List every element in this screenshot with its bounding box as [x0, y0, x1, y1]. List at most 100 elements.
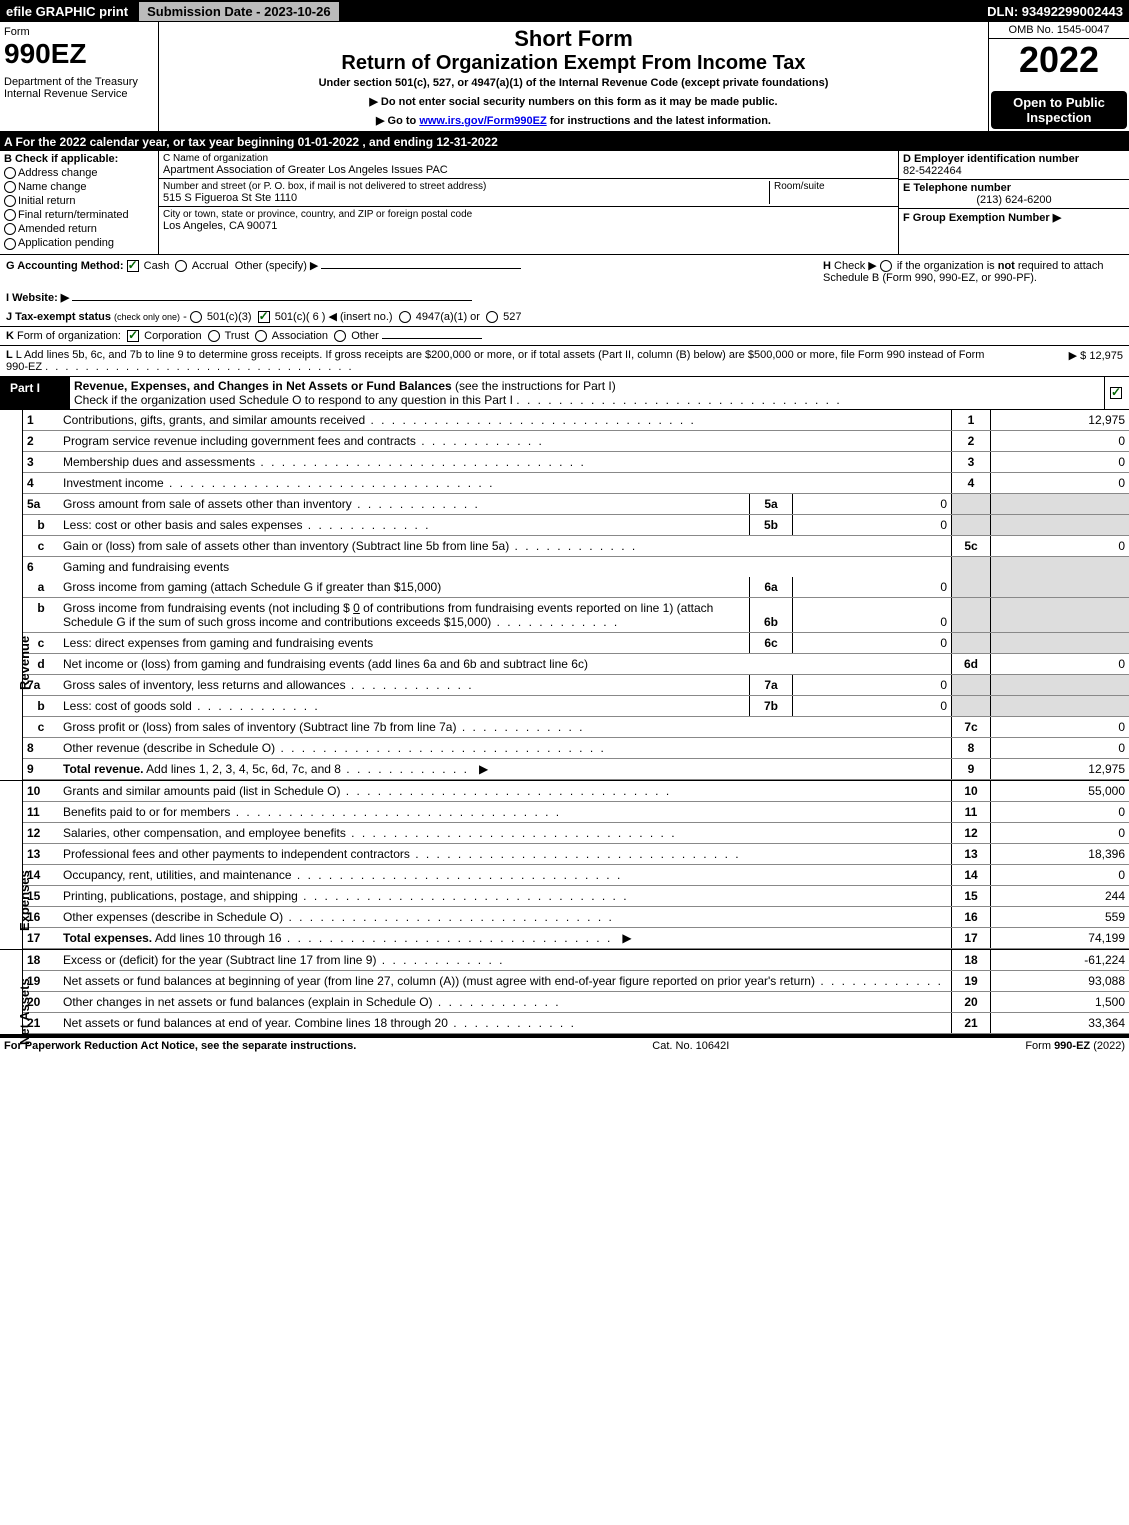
row-a-calendar-year: A For the 2022 calendar year, or tax yea… — [0, 133, 1129, 151]
website-input[interactable] — [72, 300, 472, 301]
chk-cash[interactable] — [127, 260, 139, 272]
grp-row: F Group Exemption Number ▶ — [899, 209, 1129, 226]
line-21: 21 Net assets or fund balances at end of… — [23, 1012, 1129, 1033]
open-public: Open to Public Inspection — [991, 91, 1127, 129]
city-val: Los Angeles, CA 90071 — [163, 220, 894, 232]
chk-h[interactable] — [880, 260, 892, 272]
room-suite: Room/suite — [769, 181, 894, 204]
ein-lbl: D Employer identification number — [903, 153, 1125, 165]
chk-amended-return[interactable]: Amended return — [4, 223, 154, 235]
row-b-header: B Check if applicable: — [4, 153, 154, 165]
ein-val: 82-5422464 — [903, 165, 1125, 177]
row-j: J Tax-exempt status (check only one) - 5… — [0, 307, 1129, 327]
line-7b: b Less: cost of goods sold 7b 0 — [23, 695, 1129, 716]
netassets-section: Net Assets 18 Excess or (deficit) for th… — [0, 950, 1129, 1036]
revenue-table: 1 Contributions, gifts, grants, and simi… — [23, 410, 1129, 780]
netassets-table: 18 Excess or (deficit) for the year (Sub… — [23, 950, 1129, 1034]
line-1: 1 Contributions, gifts, grants, and simi… — [23, 410, 1129, 431]
footer-right: Form 990-EZ (2022) — [1025, 1040, 1125, 1052]
expenses-label: Expenses — [17, 870, 32, 931]
line-6d: d Net income or (loss) from gaming and f… — [23, 653, 1129, 674]
chk-initial-return[interactable]: Initial return — [4, 195, 154, 207]
addr-lbl: Number and street (or P. O. box, if mail… — [163, 181, 769, 192]
chk-527[interactable] — [486, 311, 498, 323]
chk-trust[interactable] — [208, 330, 220, 342]
chk-application-pending[interactable]: Application pending — [4, 237, 154, 249]
grp-lbl: F Group Exemption Number ▶ — [903, 212, 1061, 224]
line-14: 14 Occupancy, rent, utilities, and maint… — [23, 864, 1129, 885]
row-l-val: ▶ $ 12,975 — [1003, 349, 1123, 373]
other-org-input[interactable] — [382, 338, 482, 339]
g-lbl: G Accounting Method: — [6, 260, 124, 272]
chk-assoc[interactable] — [255, 330, 267, 342]
part-i-header: Part I Revenue, Expenses, and Changes in… — [0, 377, 1129, 410]
chk-4947[interactable] — [399, 311, 411, 323]
line-5b: b Less: cost or other basis and sales ex… — [23, 514, 1129, 535]
addr-row: Number and street (or P. O. box, if mail… — [159, 179, 898, 207]
line-16: 16 Other expenses (describe in Schedule … — [23, 906, 1129, 927]
section-bcdef: B Check if applicable: Address change Na… — [0, 151, 1129, 255]
expenses-section: Expenses 10 Grants and similar amounts p… — [0, 781, 1129, 950]
line-17: 17 Total expenses. Add lines 10 through … — [23, 927, 1129, 948]
header-mid: Short Form Return of Organization Exempt… — [159, 22, 988, 131]
instr2-post: for instructions and the latest informat… — [547, 115, 771, 127]
tel-row: E Telephone number (213) 624-6200 — [899, 180, 1129, 209]
line-20: 20 Other changes in net assets or fund b… — [23, 991, 1129, 1012]
instr2-pre: ▶ Go to — [376, 115, 419, 127]
subtitle: Under section 501(c), 527, or 4947(a)(1)… — [165, 77, 982, 89]
line-18: 18 Excess or (deficit) for the year (Sub… — [23, 950, 1129, 971]
footer: For Paperwork Reduction Act Notice, see … — [0, 1036, 1129, 1054]
irs-link[interactable]: www.irs.gov/Form990EZ — [419, 115, 546, 127]
chk-501c3[interactable] — [190, 311, 202, 323]
line-13: 13 Professional fees and other payments … — [23, 843, 1129, 864]
footer-left: For Paperwork Reduction Act Notice, see … — [4, 1040, 356, 1052]
omb-number: OMB No. 1545-0047 — [989, 22, 1129, 39]
efile-label[interactable]: efile GRAPHIC print — [0, 4, 134, 19]
chk-accrual[interactable] — [175, 260, 187, 272]
netassets-label: Net Assets — [17, 978, 32, 1045]
other-specify-input[interactable] — [321, 268, 521, 269]
instr-ssn: ▶ Do not enter social security numbers o… — [165, 95, 982, 108]
line-12: 12 Salaries, other compensation, and emp… — [23, 822, 1129, 843]
line-8: 8 Other revenue (describe in Schedule O)… — [23, 737, 1129, 758]
city-row: City or town, state or province, country… — [159, 207, 898, 234]
form-label: Form — [4, 26, 154, 38]
tax-year: 2022 — [989, 39, 1129, 89]
line-19: 19 Net assets or fund balances at beginn… — [23, 970, 1129, 991]
chk-501c[interactable] — [258, 311, 270, 323]
form-number: 990EZ — [4, 38, 154, 70]
line-2: 2 Program service revenue including gove… — [23, 430, 1129, 451]
row-i: I Website: ▶ — [0, 288, 1129, 307]
line-7a: 7a Gross sales of inventory, less return… — [23, 674, 1129, 695]
line-6: 6 Gaming and fundraising events — [23, 556, 1129, 577]
header-left: Form 990EZ Department of the Treasury In… — [0, 22, 159, 131]
footer-center: Cat. No. 10642I — [356, 1040, 1025, 1052]
line-5a: 5a Gross amount from sale of assets othe… — [23, 493, 1129, 514]
org-name-row: C Name of organization Apartment Associa… — [159, 151, 898, 179]
col-b: B Check if applicable: Address change Na… — [0, 151, 159, 254]
title-short-form: Short Form — [165, 26, 982, 52]
org-name-val: Apartment Association of Greater Los Ang… — [163, 164, 894, 176]
chk-final-return[interactable]: Final return/terminated — [4, 209, 154, 221]
chk-address-change[interactable]: Address change — [4, 167, 154, 179]
dln: DLN: 93492299002443 — [987, 4, 1129, 19]
submission-date[interactable]: Submission Date - 2023-10-26 — [138, 1, 340, 22]
line-7c: c Gross profit or (loss) from sales of i… — [23, 716, 1129, 737]
chk-corp[interactable] — [127, 330, 139, 342]
netassets-rail: Net Assets — [0, 950, 23, 1034]
line-4: 4 Investment income 4 0 — [23, 472, 1129, 493]
chk-name-change[interactable]: Name change — [4, 181, 154, 193]
form-header: Form 990EZ Department of the Treasury In… — [0, 22, 1129, 133]
col-c: C Name of organization Apartment Associa… — [159, 151, 898, 254]
part-i-check[interactable] — [1104, 377, 1129, 409]
row-g-h: G Accounting Method: Cash Accrual Other … — [0, 255, 1129, 288]
line-15: 15 Printing, publications, postage, and … — [23, 885, 1129, 906]
department: Department of the Treasury Internal Reve… — [4, 76, 154, 100]
title-return: Return of Organization Exempt From Incom… — [165, 52, 982, 75]
tel-lbl: E Telephone number — [903, 182, 1125, 194]
city-lbl: City or town, state or province, country… — [163, 209, 894, 220]
topbar: efile GRAPHIC print Submission Date - 20… — [0, 0, 1129, 22]
chk-other-org[interactable] — [334, 330, 346, 342]
row-l: L L Add lines 5b, 6c, and 7b to line 9 t… — [0, 346, 1129, 377]
line-6c: c Less: direct expenses from gaming and … — [23, 632, 1129, 653]
